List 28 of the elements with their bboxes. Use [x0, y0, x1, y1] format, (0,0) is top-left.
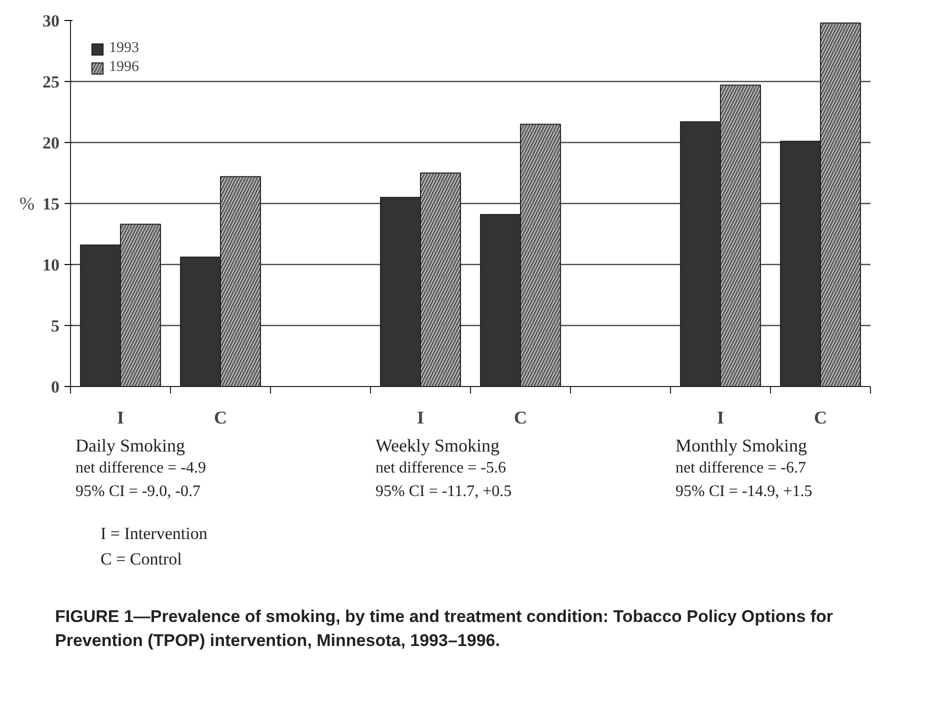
y-tick-label: 25 [42, 72, 60, 92]
x-tick-label: I [117, 408, 124, 428]
text: I = Intervention [100, 524, 208, 543]
y-tick-label: 15 [42, 194, 60, 214]
legend-label: 1996 [109, 59, 139, 76]
y-tick-label: 20 [42, 134, 60, 152]
text: Daily Smoking [76, 436, 186, 456]
legend-label: 1993 [109, 40, 139, 57]
text: C = Control [100, 550, 182, 568]
x-tick-label: C [514, 408, 527, 428]
x-tick-label: C [214, 408, 227, 428]
text: 95% CI = -14.9, +1.5 [676, 483, 812, 500]
x-tick-label: I [417, 408, 424, 428]
y-tick-label: 30 [42, 12, 60, 30]
text: net difference = -5.6 [376, 459, 506, 476]
text: Monthly Smoking [676, 436, 808, 456]
text: net difference = -6.7 [676, 459, 806, 476]
y-tick-label: 0 [51, 378, 60, 396]
text: 95% CI = -11.7, +0.5 [376, 483, 512, 500]
text: Weekly Smoking [376, 436, 500, 456]
y-tick-label: 5 [51, 316, 60, 336]
y-tick-label: 10 [42, 256, 60, 274]
x-tick-label: C [814, 408, 827, 428]
text: net difference = -4.9 [76, 459, 206, 476]
text: FIGURE 1—Prevalence of smoking, by time and treatment condition: Tobacco Policy Options for Prevention (TPOP) intervention, Minnesota, 1993–1996. [55, 606, 834, 652]
y-axis-title: % [20, 194, 35, 214]
text: 95% CI = -9.0, -0.7 [76, 483, 201, 500]
x-tick-label: I [717, 408, 724, 428]
